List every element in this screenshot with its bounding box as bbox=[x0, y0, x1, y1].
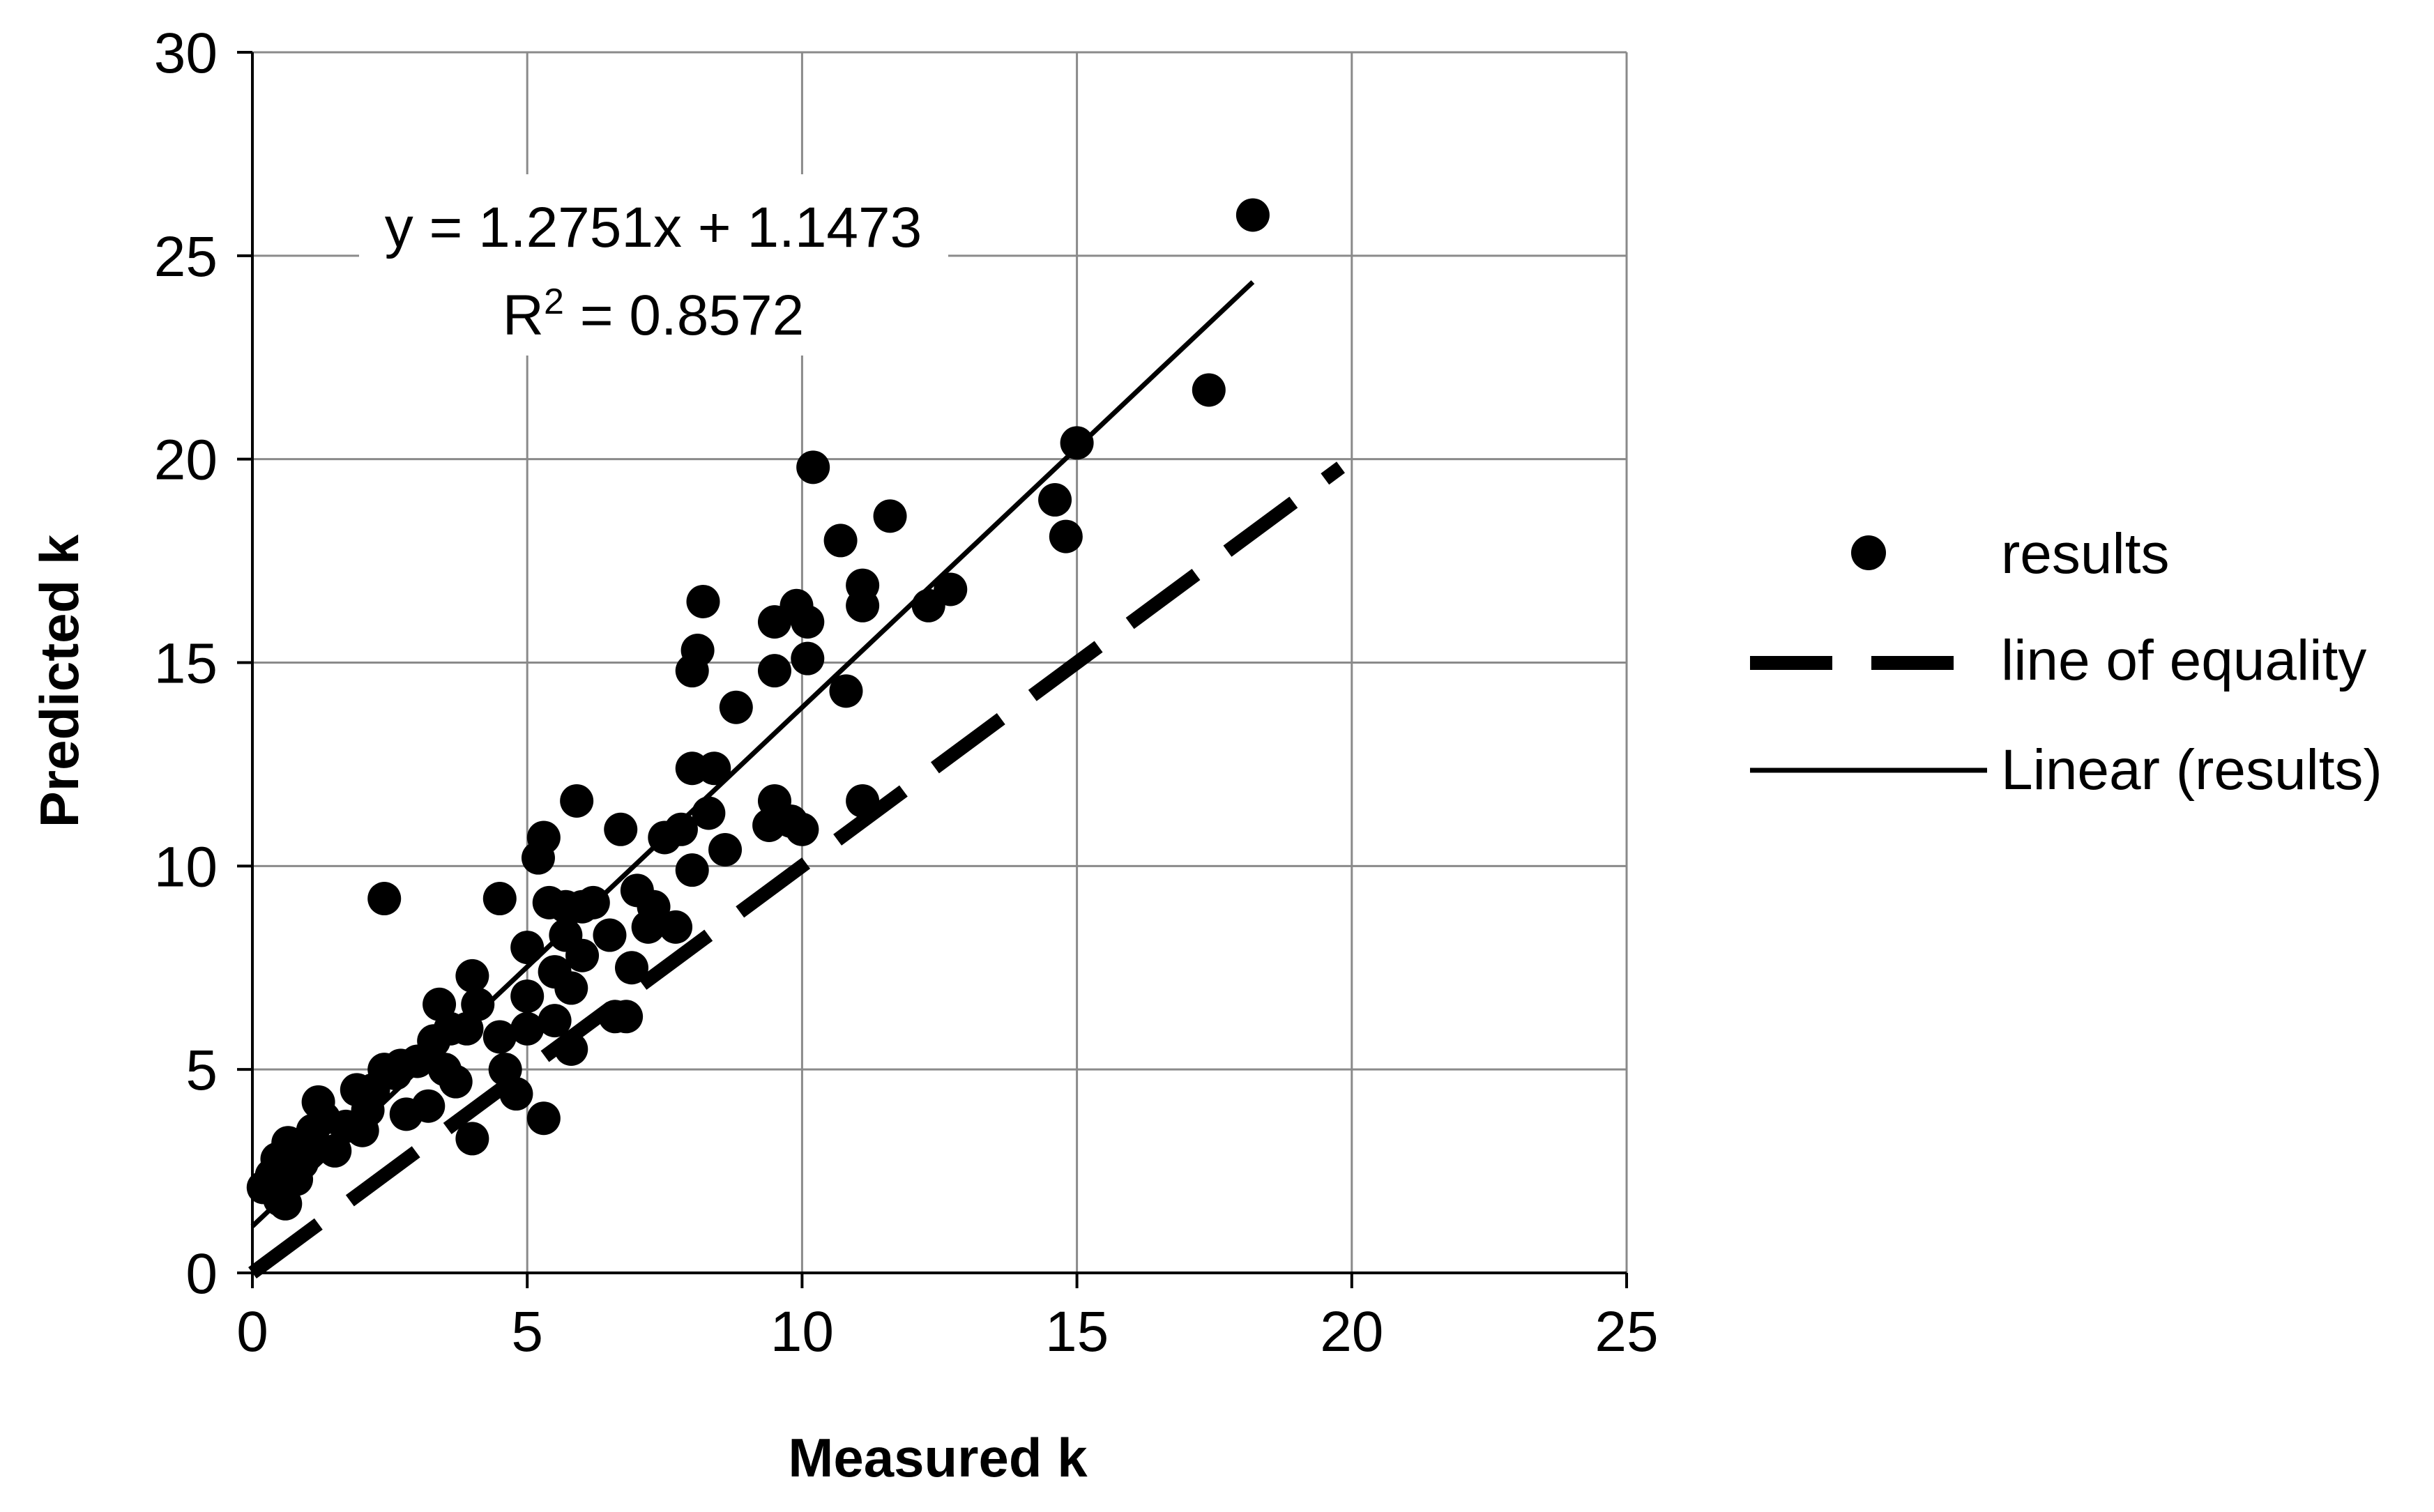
legend-equality-label: line of equality bbox=[2001, 629, 2366, 692]
data-point bbox=[554, 1032, 588, 1066]
data-point bbox=[757, 654, 791, 688]
legend-results-label: results bbox=[2001, 522, 2170, 586]
legend: results line of equality Linear (results… bbox=[1750, 522, 2382, 802]
data-point bbox=[526, 1101, 561, 1136]
x-axis-title: Measured k bbox=[788, 1427, 1088, 1488]
data-points bbox=[246, 198, 1270, 1221]
data-point bbox=[637, 889, 671, 924]
y-tick-label: 30 bbox=[154, 22, 218, 85]
data-point bbox=[593, 918, 627, 952]
data-point bbox=[510, 979, 545, 1014]
data-point bbox=[697, 751, 731, 786]
r-squared-text: R2 = 0.8572 bbox=[503, 282, 804, 347]
equation-background bbox=[359, 174, 948, 356]
x-tick-label: 20 bbox=[1320, 1300, 1383, 1364]
data-point bbox=[482, 1020, 517, 1054]
y-tick-label: 5 bbox=[185, 1039, 218, 1102]
y-axis-title: Predicted k bbox=[29, 534, 90, 827]
x-tick-label: 25 bbox=[1595, 1300, 1658, 1364]
data-point bbox=[1235, 198, 1270, 232]
data-point bbox=[1038, 483, 1072, 517]
data-point bbox=[791, 605, 825, 639]
y-tick-label: 20 bbox=[154, 429, 218, 492]
data-point bbox=[439, 1064, 473, 1099]
data-point bbox=[692, 796, 726, 830]
data-point bbox=[823, 524, 858, 558]
data-point bbox=[686, 584, 720, 618]
data-point bbox=[873, 499, 907, 533]
data-point bbox=[576, 885, 610, 919]
data-point bbox=[538, 1004, 572, 1038]
data-point bbox=[526, 820, 561, 855]
data-point bbox=[785, 812, 819, 846]
data-point bbox=[367, 882, 402, 916]
data-point bbox=[659, 910, 693, 944]
data-point bbox=[1060, 426, 1094, 460]
axes bbox=[237, 51, 1628, 1288]
data-point bbox=[791, 641, 825, 675]
legend-linear-label: Linear (results) bbox=[2001, 738, 2382, 802]
data-point bbox=[708, 832, 743, 866]
data-point bbox=[455, 1122, 489, 1156]
data-point bbox=[455, 959, 489, 993]
data-point bbox=[1192, 373, 1226, 407]
data-point bbox=[1049, 519, 1083, 553]
data-point bbox=[719, 690, 753, 724]
r-squared-prefix: R bbox=[503, 284, 544, 347]
x-tick-label: 5 bbox=[511, 1300, 543, 1364]
data-point bbox=[554, 971, 588, 1005]
data-point bbox=[411, 1089, 446, 1123]
x-tick-label: 0 bbox=[236, 1300, 268, 1364]
data-point bbox=[510, 1011, 545, 1046]
x-tick-label: 10 bbox=[770, 1300, 834, 1364]
data-point bbox=[499, 1077, 533, 1111]
data-point bbox=[461, 987, 495, 1021]
data-point bbox=[560, 784, 594, 818]
data-point bbox=[614, 951, 648, 985]
data-point bbox=[675, 853, 709, 887]
data-point bbox=[482, 882, 517, 916]
trendline-equation: y = 1.2751x + 1.1473 R2 = 0.8572 bbox=[359, 174, 948, 356]
data-point bbox=[846, 588, 880, 623]
data-point bbox=[796, 450, 830, 484]
data-point bbox=[829, 674, 863, 708]
x-tick-label: 15 bbox=[1045, 1300, 1109, 1364]
tick-labels: 0 5 10 15 20 25 0 5 10 15 20 25 30 bbox=[154, 22, 1659, 1364]
data-point bbox=[680, 633, 715, 667]
data-point bbox=[664, 812, 698, 846]
equation-text: y = 1.2751x + 1.1473 bbox=[385, 196, 922, 259]
data-point bbox=[565, 938, 600, 972]
data-point bbox=[934, 572, 968, 606]
y-tick-label: 0 bbox=[185, 1242, 218, 1306]
data-point bbox=[846, 784, 880, 818]
y-tick-label: 10 bbox=[154, 835, 218, 899]
line-of-equality bbox=[248, 461, 1345, 1279]
y-tick-label: 15 bbox=[154, 632, 218, 696]
y-tick-label: 25 bbox=[154, 225, 218, 289]
legend-results-marker bbox=[1851, 535, 1886, 570]
r-squared-superscript: 2 bbox=[544, 282, 564, 322]
data-point bbox=[510, 931, 545, 965]
r-squared-suffix: = 0.8572 bbox=[564, 284, 804, 347]
data-point bbox=[609, 1000, 644, 1034]
data-point bbox=[604, 812, 638, 846]
